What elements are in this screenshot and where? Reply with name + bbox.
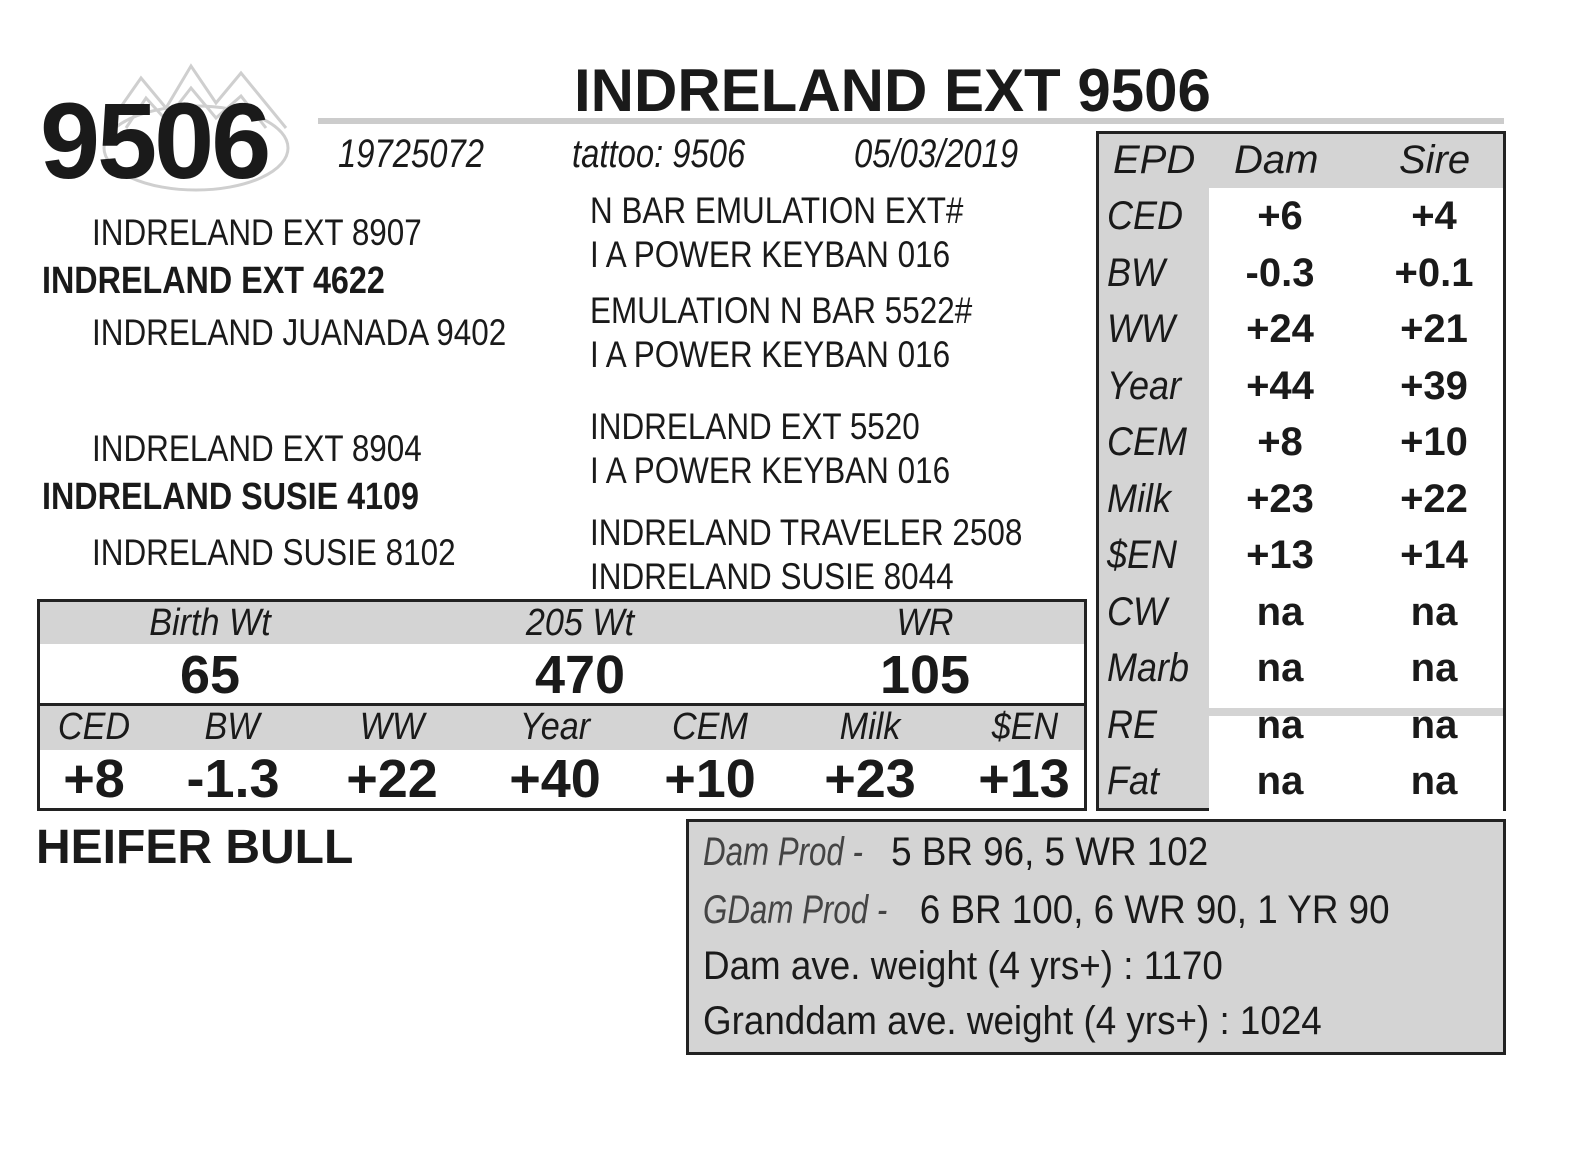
epd-row-trait: BW (1107, 251, 1165, 295)
epd-row-dam: -0.3 (1245, 251, 1315, 295)
epd-row-sire: na (1410, 590, 1458, 634)
epd-row-trait: Year (1107, 364, 1182, 408)
pedigree-dam: INDRELAND SUSIE 4109 (42, 476, 419, 518)
epd-row-dam: na (1256, 646, 1304, 690)
epd-row-trait: Milk (1107, 477, 1171, 521)
tattoo: tattoo: 9506 (572, 132, 746, 176)
epd-row-dam: +6 (1257, 194, 1303, 238)
epd-row-dam: +44 (1246, 364, 1314, 408)
pedigree-sire: INDRELAND EXT 4622 (42, 260, 385, 302)
epd-row-sire: +21 (1400, 307, 1468, 351)
epd-row-trait: Marb (1107, 646, 1190, 690)
pedigree-sire-sire: INDRELAND EXT 8907 (92, 212, 422, 253)
epd-row-trait: $EN (1107, 533, 1178, 577)
epd-row-dam: na (1256, 590, 1304, 634)
epd-row-sire: +10 (1400, 420, 1468, 464)
epd-row-sire: +0.1 (1394, 251, 1474, 295)
calf-epd-label: $EN (991, 706, 1059, 748)
epd-row-sire: +4 (1411, 194, 1457, 238)
epd-row-dam: +24 (1246, 307, 1314, 351)
epd-header-sire: Sire (1399, 138, 1471, 182)
epd-row-trait: CED (1107, 194, 1184, 238)
gdam-prod-label: GDam Prod - (703, 888, 888, 932)
calf-epd-label: Milk (839, 706, 901, 748)
title-rule (318, 118, 1504, 124)
epd-row-trait: CW (1107, 590, 1167, 634)
pedigree-ss-sire: N BAR EMULATION EXT# (590, 190, 964, 231)
dam-prod-label: Dam Prod - (703, 830, 863, 874)
pedigree-ds-sire: INDRELAND EXT 5520 (590, 406, 920, 447)
calf-epd-label: CED (57, 706, 131, 748)
epd-header-trait: EPD (1113, 138, 1196, 182)
calf-epd-label: CEM (671, 706, 748, 748)
perf-label: Birth Wt (149, 602, 271, 644)
epd-row-trait: RE (1107, 703, 1158, 747)
epd-row-sire: +14 (1400, 533, 1468, 577)
perf-label: WR (896, 602, 954, 644)
epd-row-sire: na (1410, 759, 1458, 803)
perf-value: 470 (534, 645, 626, 705)
epd-row-dam: +23 (1246, 477, 1314, 521)
epd-table: EPD Dam Sire CED +6 +4 BW -0.3 +0.1 WW +… (1096, 131, 1506, 940)
calf-epd-value: +8 (63, 749, 125, 809)
gdam-prod-value: 6 BR 100, 6 WR 90, 1 YR 90 (919, 888, 1390, 932)
epd-row-trait: Fat (1107, 759, 1160, 803)
calf-epd-label: BW (204, 706, 260, 748)
pedigree-dd-sire: INDRELAND TRAVELER 2508 (590, 512, 1023, 553)
epd-row-sire: na (1410, 703, 1458, 747)
calf-epd-value: +13 (978, 749, 1070, 809)
pedigree-ds-dam: I A POWER KEYBAN 016 (590, 450, 951, 491)
epd-header-dam: Dam (1234, 138, 1319, 182)
pedigree-sire-dam: INDRELAND JUANADA 9402 (92, 312, 507, 353)
dam-prod-line: Dam Prod - 5 BR 96, 5 WR 102 (703, 830, 1208, 875)
calf-epd-label: Year (519, 706, 591, 748)
dam-prod-value: 5 BR 96, 5 WR 102 (891, 830, 1209, 874)
granddam-weight: Granddam ave. weight (4 yrs+) : 1024 (703, 999, 1322, 1043)
pedigree-ss-dam: I A POWER KEYBAN 016 (590, 234, 951, 275)
animal-name: INDRELAND EXT 9506 (574, 57, 1211, 124)
epd-row-dam: +8 (1257, 420, 1303, 464)
pedigree-dd-dam: INDRELAND SUSIE 8044 (590, 556, 954, 597)
performance-box: Birth Wt 205 Wt WR 65 470 105 CED BW WW … (37, 599, 1087, 811)
calf-epd-value: +40 (509, 749, 601, 809)
calf-epd-value: -1.3 (186, 749, 280, 809)
pedigree-sd-sire: EMULATION N BAR 5522# (590, 290, 973, 331)
lot-number: 9506 (40, 80, 271, 201)
epd-row-trait: WW (1107, 307, 1175, 351)
pedigree-dam-sire: INDRELAND EXT 8904 (92, 428, 422, 469)
epd-row-sire: +22 (1400, 477, 1468, 521)
gdam-prod-line: GDam Prod - 6 BR 100, 6 WR 90, 1 YR 90 (703, 888, 1390, 933)
epd-row-sire: na (1410, 646, 1458, 690)
perf-value: 65 (179, 645, 241, 705)
calf-epd-value: +22 (346, 749, 438, 809)
epd-row-dam: +13 (1246, 533, 1314, 577)
epd-row-dam: na (1256, 703, 1304, 747)
heifer-bull-label: HEIFER BULL (36, 821, 354, 874)
calf-epd-value: +10 (664, 749, 756, 809)
perf-label: 205 Wt (525, 602, 635, 644)
pedigree-dam-dam: INDRELAND SUSIE 8102 (92, 532, 456, 573)
dam-weight: Dam ave. weight (4 yrs+) : 1170 (703, 944, 1223, 988)
epd-row-dam: na (1256, 759, 1304, 803)
perf-value: 105 (879, 645, 971, 705)
production-box: Dam Prod - 5 BR 96, 5 WR 102 GDam Prod -… (686, 819, 1506, 1055)
registration-number: 19725072 (338, 132, 484, 176)
calf-epd-label: WW (359, 706, 425, 748)
epd-row-sire: +39 (1400, 364, 1468, 408)
ranch-logo-watermark (102, 63, 290, 192)
pedigree-sd-dam: I A POWER KEYBAN 016 (590, 334, 951, 375)
birth-date: 05/03/2019 (854, 132, 1019, 176)
calf-epd-value: +23 (824, 749, 916, 809)
epd-row-trait: CEM (1107, 420, 1188, 464)
